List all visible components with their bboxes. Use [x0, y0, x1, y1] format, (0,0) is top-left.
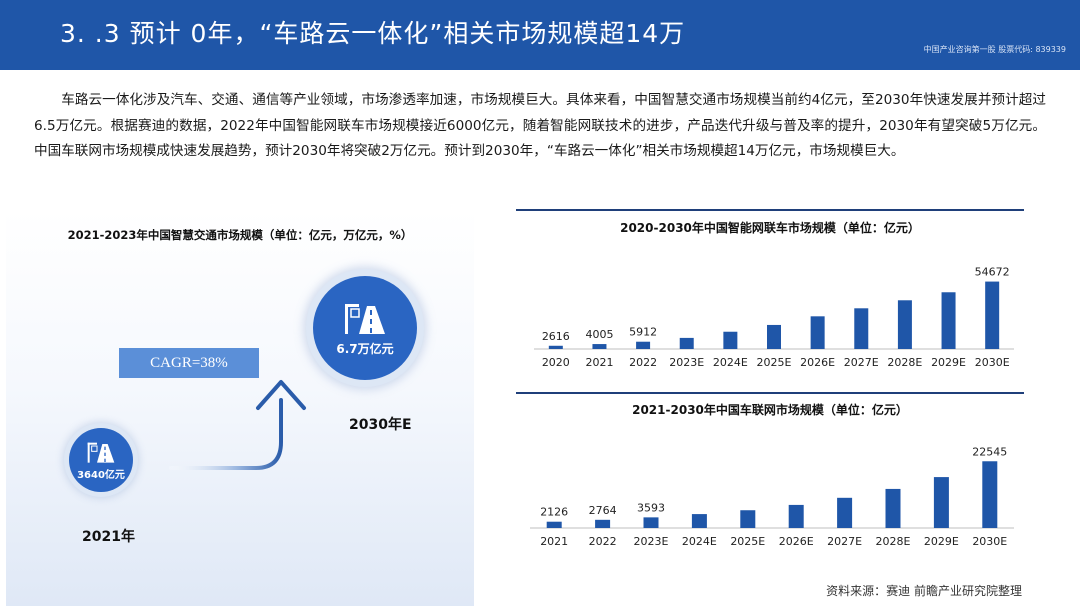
- data-label-2030E: 54672: [975, 266, 1010, 279]
- tick-label-2023E: 2023E: [669, 356, 704, 369]
- brand-tag: 中国产业咨询第一股 股票代码: 839339: [923, 45, 1066, 54]
- bar-2022: [636, 341, 651, 349]
- bar-2029E: [941, 292, 956, 349]
- data-label-2020: 2616: [542, 330, 570, 343]
- growth-arrow: [169, 380, 306, 470]
- start-year: 2021年: [82, 529, 135, 545]
- tick-label-2026E: 2026E: [779, 535, 814, 548]
- tick-label-2025E: 2025E: [757, 356, 792, 369]
- tick-label-2027E: 2027E: [827, 535, 862, 548]
- iov-chart-title: 2021-2030年中国车联网市场规模（单位：亿元）: [632, 403, 908, 417]
- bar-2027E: [854, 308, 869, 349]
- page-title: 3. .3 预计 0年，“车路云一体化”相关市场规模超14万: [60, 19, 686, 48]
- bar-2027E: [837, 497, 853, 528]
- bar-2025E: [767, 324, 781, 349]
- icv-chart-title: 2020-2030年中国智能网联车市场规模（单位：亿元）: [620, 221, 920, 235]
- header-bar: 3. .3 预计 0年，“车路云一体化”相关市场规模超14万 中国产业咨询第一股…: [0, 0, 1080, 70]
- bar-2024E: [723, 331, 738, 349]
- data-label-2022: 2764: [589, 504, 617, 517]
- tick-label-2026E: 2026E: [800, 356, 835, 369]
- tick-label-2023E: 2023E: [634, 535, 669, 548]
- tick-label-2022: 2022: [589, 535, 617, 548]
- tick-label-2030E: 2030E: [975, 356, 1010, 369]
- cagr-badge: CAGR=38%: [119, 348, 259, 378]
- tick-label-2030E: 2030E: [972, 535, 1007, 548]
- data-label-2030E: 22545: [972, 445, 1007, 458]
- bar-2025E: [740, 510, 756, 528]
- intro-paragraph: 车路云一体化涉及汽车、交通、通信等产业领域，市场渗透率加速，市场规模巨大。具体来…: [34, 92, 1046, 159]
- bar-2024E: [691, 514, 707, 528]
- end-year: 2030年E: [349, 417, 412, 433]
- bar-2029E: [933, 477, 949, 528]
- tick-label-2025E: 2025E: [730, 535, 765, 548]
- data-label-2021: 2126: [540, 506, 568, 519]
- data-label-2023E: 3593: [637, 501, 665, 514]
- tick-label-2021: 2021: [540, 535, 568, 548]
- bar-2021: [592, 344, 607, 349]
- bar-2028E: [897, 300, 912, 349]
- smart-traffic-panel: 2021-2023年中国智慧交通市场规模（单位：亿元，万亿元，%） CAGR=3…: [6, 210, 474, 606]
- start-value: 3640亿元: [77, 469, 125, 481]
- tick-label-2029E: 2029E: [931, 356, 966, 369]
- tick-label-2022: 2022: [629, 356, 657, 369]
- bar-2021: [546, 521, 562, 528]
- bar-2023E: [679, 337, 694, 349]
- bar-2023E: [643, 517, 659, 528]
- icv-market-chart: 2020 2616 2021 4005 2022 5912 2023E 2024E 2025E 2…: [516, 209, 1024, 379]
- bar-2028E: [885, 488, 901, 528]
- end-value: 6.7万亿元: [336, 341, 394, 356]
- tick-label-2021: 2021: [585, 356, 613, 369]
- tick-label-2020: 2020: [542, 356, 570, 369]
- start-value-circle: 3640亿元: [69, 428, 133, 492]
- iov-market-svg: 2021 2126 2022 2764 2023E 3593 2024E 2025E 2026E…: [516, 392, 1024, 548]
- tick-label-2029E: 2029E: [924, 535, 959, 548]
- bar-2026E: [788, 504, 804, 528]
- source-note: 资料来源：赛迪 前瞻产业研究院整理: [826, 584, 1022, 598]
- tick-label-2024E: 2024E: [682, 535, 717, 548]
- road-icon: [87, 442, 115, 463]
- tick-label-2028E: 2028E: [887, 356, 922, 369]
- bar-2020: [548, 345, 563, 349]
- tick-label-2027E: 2027E: [844, 356, 879, 369]
- tick-label-2028E: 2028E: [876, 535, 911, 548]
- data-label-2022: 5912: [629, 326, 657, 339]
- smart-traffic-title: 2021-2023年中国智慧交通市场规模（单位：亿元，万亿元，%）: [67, 228, 413, 242]
- data-label-2021: 4005: [585, 328, 613, 341]
- icv-market-svg: 2020 2616 2021 4005 2022 5912 2023E 2024E 2025E 2…: [516, 209, 1024, 369]
- tick-label-2024E: 2024E: [713, 356, 748, 369]
- road-icon: [345, 303, 385, 334]
- bar-2026E: [810, 316, 825, 349]
- iov-market-chart: 2021 2126 2022 2764 2023E 3593 2024E 2025E 2026E…: [516, 392, 1024, 560]
- bar-2030E: [985, 281, 1000, 349]
- bar-2030E: [982, 461, 998, 528]
- bar-2022: [595, 519, 611, 528]
- end-value-circle: 6.7万亿元: [313, 276, 417, 380]
